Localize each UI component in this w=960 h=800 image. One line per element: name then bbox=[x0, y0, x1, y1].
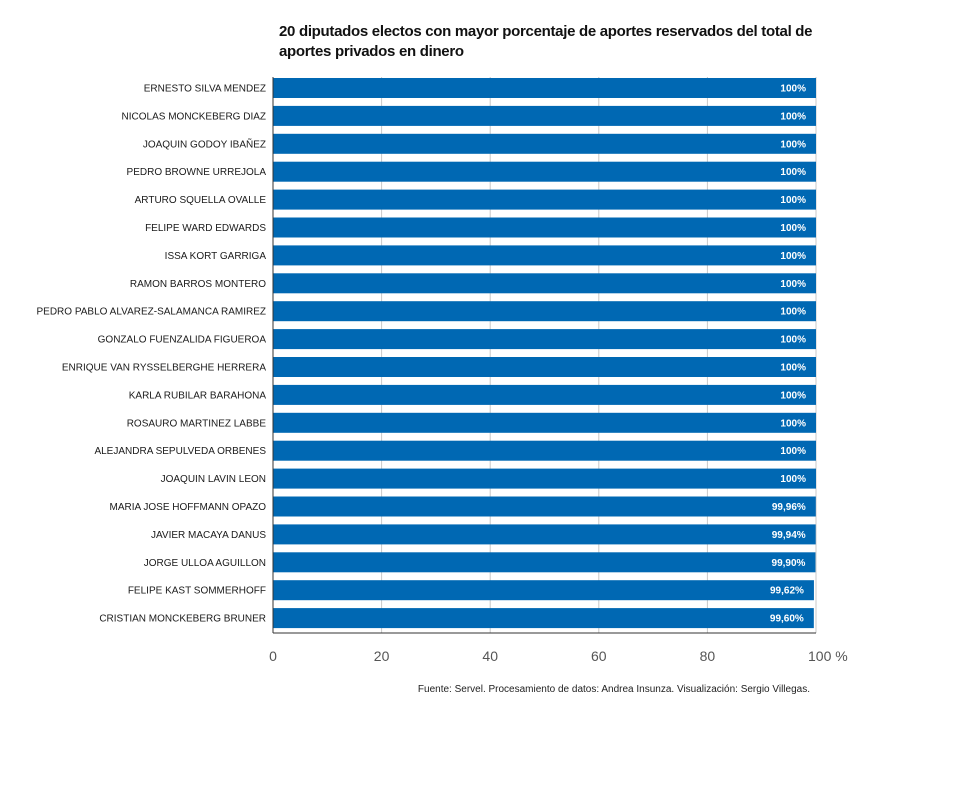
bar bbox=[273, 78, 816, 98]
value-label: 100% bbox=[780, 167, 806, 178]
category-label: MARIA JOSE HOFFMANN OPAZO bbox=[110, 502, 267, 513]
category-label: PEDRO BROWNE URREJOLA bbox=[127, 167, 267, 178]
category-label: FELIPE KAST SOMMERHOFF bbox=[128, 586, 266, 597]
bar bbox=[273, 301, 816, 322]
x-tick-label: 60 bbox=[591, 648, 607, 664]
x-tick-label: 0 bbox=[269, 648, 277, 664]
x-tick-label: 20 bbox=[374, 648, 390, 664]
value-label: 99,60% bbox=[770, 614, 804, 625]
category-label: FELIPE WARD EDWARDS bbox=[145, 223, 266, 234]
value-label: 100% bbox=[780, 363, 806, 374]
value-label: 99,62% bbox=[770, 586, 804, 597]
bar bbox=[273, 552, 816, 573]
bar bbox=[273, 189, 816, 210]
category-label: CRISTIAN MONCKEBERG BRUNER bbox=[99, 614, 266, 625]
bar bbox=[273, 273, 816, 294]
bar bbox=[273, 412, 816, 433]
category-label: NICOLAS MONCKEBERG DIAZ bbox=[122, 111, 266, 122]
value-label: 100% bbox=[780, 307, 806, 318]
category-label: ERNESTO SILVA MENDEZ bbox=[144, 84, 266, 95]
bar bbox=[273, 329, 816, 350]
category-label: JORGE ULLOA AGUILLON bbox=[144, 558, 266, 569]
bar bbox=[273, 580, 814, 601]
category-label: ARTURO SQUELLA OVALLE bbox=[135, 195, 267, 206]
bar bbox=[273, 161, 816, 182]
bar bbox=[273, 133, 816, 154]
bar bbox=[273, 468, 816, 489]
value-label: 100% bbox=[780, 279, 806, 290]
value-label: 100% bbox=[780, 195, 806, 206]
value-label: 99,96% bbox=[772, 502, 806, 513]
bar bbox=[273, 384, 816, 405]
bar bbox=[273, 245, 816, 266]
bar-chart: ERNESTO SILVA MENDEZ 100% NICOLAS MONCKEBE… bbox=[36, 77, 848, 664]
value-label: 100% bbox=[780, 139, 806, 150]
x-tick-label: 40 bbox=[482, 648, 498, 664]
bar bbox=[273, 524, 816, 545]
bar bbox=[273, 496, 816, 517]
category-label: ENRIQUE VAN RYSSELBERGHE HERRERA bbox=[62, 363, 266, 374]
value-label: 100% bbox=[780, 418, 806, 429]
value-label: 100% bbox=[780, 335, 806, 346]
category-label: ROSAURO MARTINEZ LABBE bbox=[127, 418, 267, 429]
value-label: 100% bbox=[780, 390, 806, 401]
category-label: ALEJANDRA SEPULVEDA ORBENES bbox=[94, 446, 266, 457]
value-label: 100% bbox=[780, 474, 806, 485]
value-label: 99,94% bbox=[772, 530, 806, 541]
bar bbox=[273, 217, 816, 238]
value-label: 99,90% bbox=[772, 558, 806, 569]
value-label: 100% bbox=[780, 251, 806, 262]
bar bbox=[273, 105, 816, 126]
x-tick-label: 100 % bbox=[808, 648, 848, 664]
bar bbox=[273, 357, 816, 377]
chart-title: 20 diputados electos con mayor porcentaj… bbox=[279, 23, 813, 60]
x-tick-label: 80 bbox=[700, 648, 716, 664]
category-label: JOAQUIN GODOY IBAÑEZ bbox=[143, 137, 266, 150]
category-label: KARLA RUBILAR BARAHONA bbox=[129, 390, 267, 401]
category-label: GONZALO FUENZALIDA FIGUEROA bbox=[98, 335, 267, 346]
bar bbox=[273, 608, 814, 629]
value-label: 100% bbox=[780, 223, 806, 234]
source-note: Fuente: Servel. Procesamiento de datos: … bbox=[417, 684, 810, 695]
value-label: 100% bbox=[780, 111, 806, 122]
bar bbox=[273, 440, 816, 461]
value-label: 100% bbox=[780, 446, 806, 457]
category-label: JAVIER MACAYA DANUS bbox=[151, 530, 266, 541]
value-label: 100% bbox=[780, 84, 806, 95]
category-label: ISSA KORT GARRIGA bbox=[165, 251, 267, 262]
category-label: PEDRO PABLO ALVAREZ-SALAMANCA RAMIREZ bbox=[36, 307, 266, 318]
category-label: RAMON BARROS MONTERO bbox=[130, 279, 266, 290]
category-label: JOAQUIN LAVIN LEON bbox=[161, 474, 266, 485]
